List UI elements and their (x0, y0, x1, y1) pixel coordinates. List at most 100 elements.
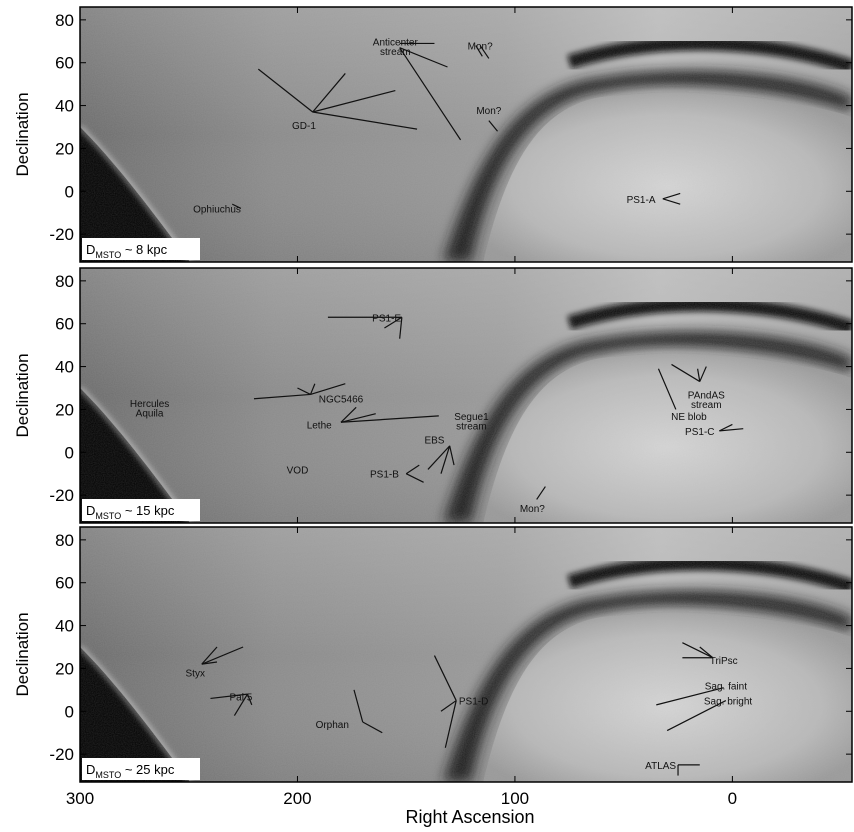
annotation-leader (384, 316, 403, 329)
sky-map (80, 527, 852, 782)
distance-label-box (82, 758, 200, 780)
annotation-label: Lethe (307, 420, 332, 431)
x-axis-label: Right Ascension (405, 807, 534, 827)
y-tick-label: 80 (55, 11, 74, 30)
annotation-leader (662, 192, 681, 200)
annotation-leader (536, 486, 546, 500)
distance-label-box (82, 499, 200, 521)
annotation-leader (201, 646, 244, 665)
annotation-leader (399, 47, 448, 68)
annotation-leader (246, 693, 253, 706)
panel-frame (79, 526, 853, 783)
y-tick-label: 60 (55, 315, 74, 334)
x-tick-label: 0 (728, 789, 737, 808)
annotation-leader (449, 445, 455, 466)
y-tick-label: 40 (55, 617, 74, 636)
annotation-label: NGC5466 (319, 395, 364, 406)
panel-frame (79, 267, 853, 524)
annotation-label: Ophiuchus (193, 204, 241, 215)
x-axis: 300 200 100 0 (66, 789, 737, 808)
annotation-label: PS1-A (627, 195, 656, 206)
y-tick-label: 40 (55, 97, 74, 116)
annotation-leader (699, 366, 707, 382)
sky-map (80, 7, 852, 262)
annotation-label: EBS (424, 435, 444, 446)
annotation-leader (201, 646, 218, 665)
annotation-leader (399, 47, 462, 141)
annotation-leader (340, 413, 376, 423)
x-tick-label: 100 (501, 789, 529, 808)
x-tick-label: 300 (66, 789, 94, 808)
annotation-leader (231, 203, 242, 209)
annotation-leader (353, 689, 364, 723)
annotation-label: PS1-E (372, 313, 401, 324)
annotation-label: PAndAS (688, 390, 725, 401)
annotation-leader (312, 111, 418, 130)
y-axis-label: Declination (13, 353, 32, 437)
panel-frame (79, 6, 853, 263)
annotation-label: Sag. faint (705, 682, 747, 693)
annotation-leader (309, 383, 316, 395)
y-axis-label: Declination (13, 612, 32, 696)
annotation-leader (671, 363, 701, 383)
y-tick-label: 0 (65, 702, 74, 721)
annotation-leader (699, 646, 714, 659)
annotation-leader (297, 387, 311, 395)
annotation-leader (433, 655, 457, 701)
y-tick-label: 60 (55, 574, 74, 593)
annotation-leader (399, 317, 403, 339)
annotation-leader (405, 473, 424, 483)
annotation-label: PS1-B (370, 470, 399, 481)
y-tick-label: -20 (49, 225, 74, 244)
annotation-label: PS1-C (685, 427, 714, 438)
distance-label-box (82, 238, 200, 260)
annotation-leader (440, 700, 457, 712)
annotation-label: Segue1 (454, 412, 489, 423)
y-tick-label: -20 (49, 745, 74, 764)
annotation-leader (697, 368, 701, 382)
sky-map (80, 268, 852, 523)
y-tick-label: -20 (49, 486, 74, 505)
distance-label: DMSTO ~ 8 kpc (86, 242, 168, 260)
annotation-label: Mon? (476, 106, 501, 117)
x-tick-label: 200 (283, 789, 311, 808)
y-tick-label: 80 (55, 272, 74, 291)
panel: 80 60 40 20 0 -20 Declination Styx Pal 5 PS1-D Orp… (13, 526, 853, 783)
y-tick-label: 20 (55, 139, 74, 158)
y-tick-label: 20 (55, 659, 74, 678)
annotation-leader (440, 445, 451, 474)
y-tick-label: 0 (65, 443, 74, 462)
annotation-label: Hercules (130, 399, 169, 410)
y-axis-label: Declination (13, 92, 32, 176)
annotation-label: Pal 5 (230, 692, 253, 703)
annotation-leader (253, 393, 311, 400)
annotation-leader (312, 89, 396, 113)
annotation-leader (210, 693, 248, 700)
annotation-leader (719, 428, 744, 432)
y-tick-label: 60 (55, 54, 74, 73)
annotation-leader (405, 464, 420, 475)
annotation-leader (257, 68, 314, 113)
annotation-leader (666, 700, 727, 732)
annotation-leader (340, 415, 439, 423)
annotation-label: Aquila (136, 409, 164, 420)
annotation-label: ATLAS (645, 761, 676, 772)
annotation-leader (488, 120, 498, 132)
annotation-leader (340, 406, 357, 423)
y-tick-label: 0 (65, 182, 74, 201)
annotation-leader (475, 45, 483, 57)
annotation-label: TriPsc (710, 656, 738, 667)
annotation-leader (310, 383, 346, 396)
annotation-label: Styx (186, 669, 205, 680)
annotation-leader (201, 661, 218, 665)
distance-label: DMSTO ~ 15 kpc (86, 503, 175, 521)
annotation-leader (233, 693, 248, 716)
annotation-label: Sag. bright (704, 697, 753, 708)
annotation-label: Orphan (316, 720, 349, 731)
y-tick-label: 20 (55, 400, 74, 419)
annotation-leader (312, 73, 346, 113)
annotation-label: stream (380, 47, 411, 58)
